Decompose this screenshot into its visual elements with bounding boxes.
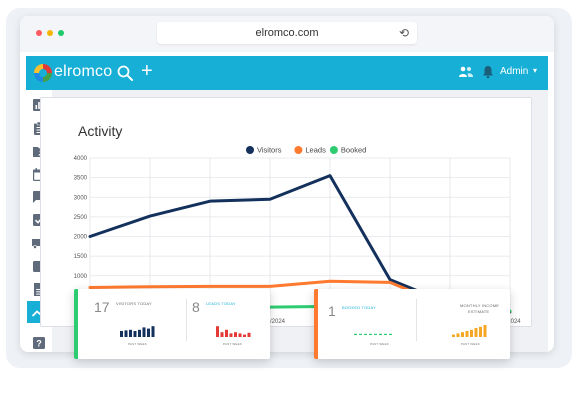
stats-card-visitors-leads: 17 VISITORS TODAY PAST WEEK 8 LEADS TODA…: [74, 289, 270, 359]
x-tick-label: 07/01/2024: [255, 319, 286, 325]
address-bar[interactable]: elromco.com ⟲: [157, 22, 417, 44]
spark-bar: [247, 332, 251, 337]
divider: [416, 299, 417, 341]
spark-bar: [142, 327, 146, 337]
leads-past-week: PAST WEEK: [223, 342, 243, 346]
visitors-sparkline: [120, 326, 155, 337]
spark-bar: [133, 331, 137, 337]
url-text: elromco.com: [255, 27, 319, 39]
visitors-label: VISITORS TODAY: [116, 301, 152, 306]
browser-titlebar: elromco.com ⟲: [20, 16, 554, 52]
spark-bar: [243, 334, 246, 337]
spark-bar: [234, 332, 237, 337]
chevron-down-icon[interactable]: ▾: [533, 66, 538, 75]
y-tick-label: 1500: [74, 254, 88, 260]
legend-marker-booked: [329, 146, 338, 154]
spark-bar: [483, 325, 487, 337]
spark-bar: [354, 333, 357, 335]
leads-sparkline: [216, 326, 251, 337]
spark-bar: [479, 326, 482, 337]
booked-label: BOOKED TODAY: [342, 305, 376, 310]
spark-bar: [216, 326, 219, 337]
svg-text:?: ?: [36, 339, 42, 349]
income-sparkline: [452, 325, 487, 337]
spark-bar: [456, 333, 460, 337]
spark-bar: [151, 326, 155, 337]
spark-bar: [474, 328, 478, 337]
legend-label-booked: Booked: [341, 146, 366, 155]
close-window-button[interactable]: [36, 30, 42, 36]
search-icon[interactable]: [116, 64, 134, 82]
spark-bar: [124, 330, 128, 337]
legend-label-visitors: Visitors: [257, 146, 282, 155]
y-tick-label: 3500: [74, 176, 88, 182]
spark-bar: [238, 333, 242, 337]
spark-bar: [470, 329, 473, 337]
plus-icon[interactable]: +: [141, 60, 153, 82]
legend-label-leads: Leads: [305, 146, 326, 155]
visitors-past-week: PAST WEEK: [128, 342, 148, 346]
spark-bar: [359, 333, 362, 335]
y-tick-label: 4000: [74, 156, 88, 162]
spark-bar: [120, 331, 123, 337]
bell-icon[interactable]: [482, 65, 494, 79]
maximize-window-button[interactable]: [58, 30, 64, 36]
minimize-window-button[interactable]: [47, 30, 53, 36]
users-icon[interactable]: [458, 65, 474, 79]
app-header: elromco + Admin ▾: [26, 56, 548, 90]
y-tick-label: 1000: [74, 274, 88, 280]
spark-bar: [229, 333, 233, 337]
income-label-line2: ESTIMATE: [468, 309, 490, 314]
y-tick-label: 3000: [74, 195, 88, 201]
legend-marker-leads: [294, 146, 303, 154]
x-tick-label: 11/2024: [499, 319, 521, 325]
booked-sparkline: [354, 333, 392, 335]
income-past-week: PAST WEEK: [461, 342, 481, 346]
spark-bar: [225, 329, 228, 337]
spark-bar: [129, 329, 132, 337]
leads-label: LEADS TODAY: [206, 301, 236, 306]
user-menu-button[interactable]: Admin: [500, 66, 529, 77]
income-label-line1: MONTHLY INCOME: [460, 303, 500, 308]
y-tick-label: 2500: [74, 215, 88, 221]
spark-bar: [461, 332, 464, 337]
spark-bar: [364, 333, 367, 335]
brand-logo-icon[interactable]: [34, 64, 52, 82]
spark-bar: [138, 329, 141, 337]
visitors-count: 17: [94, 299, 110, 315]
booked-past-week: PAST WEEK: [370, 342, 390, 346]
spark-bar: [389, 333, 392, 335]
brand-name[interactable]: elromco: [54, 63, 113, 80]
spark-bar: [452, 334, 455, 337]
help-icon[interactable]: ?: [27, 332, 51, 352]
leads-count: 8: [192, 299, 200, 315]
page-title: Activity: [78, 123, 123, 139]
booked-count: 1: [328, 303, 336, 319]
spark-bar: [379, 333, 382, 335]
legend-marker-visitors: [246, 146, 254, 154]
spark-bar: [465, 331, 469, 337]
reload-icon[interactable]: ⟲: [398, 26, 409, 40]
spark-bar: [147, 328, 150, 337]
spark-bar: [220, 332, 224, 337]
stats-card-booked-income: 1 BOOKED TODAY PAST WEEK MONTHLY INCOME …: [314, 289, 510, 359]
y-tick-label: 2000: [74, 235, 88, 241]
spark-bar: [369, 333, 372, 335]
divider: [186, 299, 187, 341]
spark-bar: [374, 333, 377, 335]
spark-bar: [384, 333, 387, 335]
